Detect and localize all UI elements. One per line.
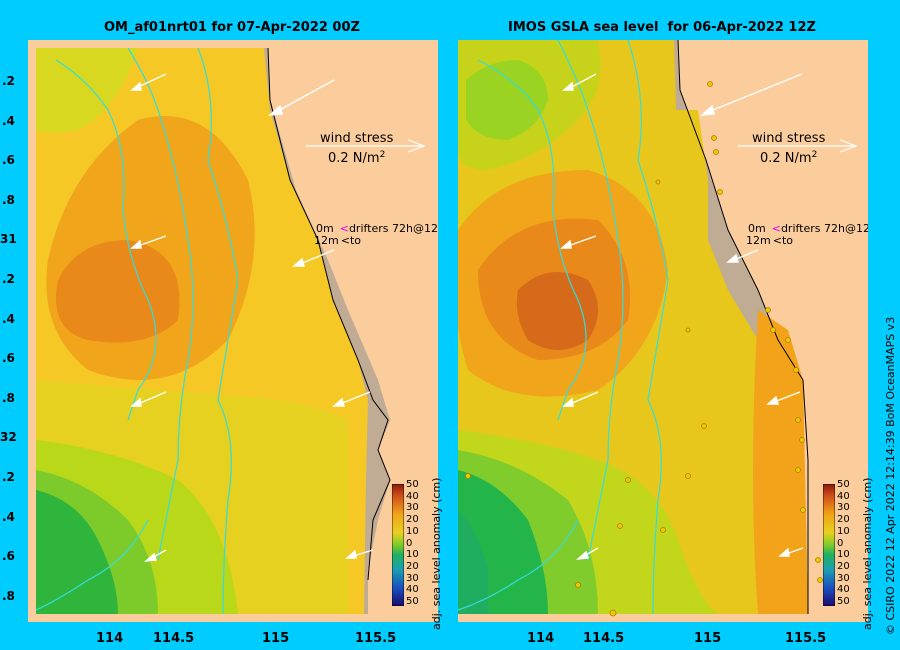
longitude-label: 115 <box>694 631 722 646</box>
latitude-label: .8 <box>2 390 15 405</box>
colorbar-tick-label: 0 <box>406 537 413 549</box>
longitude-label: 115.5 <box>785 631 827 646</box>
drifters-legend-right-line1: 0m <drifters 72h@12h <box>748 222 868 235</box>
left-colorbar <box>392 484 404 606</box>
colorbar-tick-label: 10 <box>406 525 419 537</box>
right-colorbar-title: adj. sea level anomaly (cm) <box>861 477 874 630</box>
left-map: wind stress 0.2 N/m2 0m <drifters 72h@12h… <box>28 40 438 622</box>
wind-stress-label-left: wind stress <box>320 131 394 146</box>
drifters-legend-right-line2: 12m <to <box>746 234 793 247</box>
right-map-svg: wind stress 0.2 N/m2 0m <drifters 72h@12h… <box>458 40 868 622</box>
longitude-label: 114 <box>527 631 555 646</box>
longitude-label: 114.5 <box>583 631 625 646</box>
colorbar-tick-label: 30 <box>837 572 850 584</box>
colorbar-tick-label: 50 <box>837 479 850 490</box>
left-map-svg: wind stress 0.2 N/m2 0m <drifters 72h@12h… <box>28 40 438 622</box>
longitude-label: 115 <box>262 631 290 646</box>
latitude-label: .2 <box>2 272 15 286</box>
colorbar-tick-label: 20 <box>837 514 850 526</box>
colorbar-tick-label: 30 <box>406 572 419 584</box>
longitude-label: 115.5 <box>355 631 397 646</box>
wind-stress-value-left: 0.2 N/m2 <box>328 150 385 166</box>
latitude-label: .8 <box>2 588 15 603</box>
latitude-label: .2 <box>2 470 15 484</box>
colorbar-tick-label: 30 <box>406 502 419 514</box>
colorbar-tick-label: 40 <box>837 490 850 502</box>
latitude-label: 32 <box>0 430 17 445</box>
colorbar-tick-label: 50 <box>406 596 419 607</box>
drifters-legend-left-line2: 12m <to <box>314 234 361 247</box>
colorbar-tick-label: 0 <box>837 537 844 549</box>
colorbar-tick-label: 50 <box>837 596 850 607</box>
colorbar-tick-label: 20 <box>406 560 419 572</box>
latitude-label: .4 <box>2 311 15 326</box>
drifters-legend-left-line1: 0m <drifters 72h@12h <box>316 222 438 235</box>
wind-stress-label-right: wind stress <box>752 131 826 146</box>
latitude-label: .8 <box>2 192 15 207</box>
latitude-label: .2 <box>2 74 15 88</box>
wind-stress-value-right: 0.2 N/m2 <box>760 150 817 166</box>
colorbar-tick-label: 40 <box>406 490 419 502</box>
latitude-label: .6 <box>2 549 15 564</box>
longitude-label: 114.5 <box>153 631 195 646</box>
colorbar-tick-label: 50 <box>406 479 419 490</box>
colorbar-tick-label: 10 <box>837 549 850 561</box>
colorbar-tick-label: 10 <box>837 525 850 537</box>
right-colorbar <box>823 484 835 606</box>
colorbar-tick-label: 20 <box>406 514 419 526</box>
colorbar-tick-label: 10 <box>406 549 419 561</box>
latitude-label: .6 <box>2 351 15 366</box>
latitude-label: .4 <box>2 509 15 524</box>
right-map: wind stress 0.2 N/m2 0m <drifters 72h@12h… <box>458 40 868 622</box>
colorbar-tick-label: 20 <box>837 560 850 572</box>
colorbar-tick-label: 40 <box>406 584 419 596</box>
colorbar-tick-label: 40 <box>837 584 850 596</box>
colorbar-tick-label: 30 <box>837 502 850 514</box>
copyright-text: © CSIRO 2022 12 Apr 2022 12:14:39 BoM Oc… <box>884 316 897 635</box>
right-panel-title: IMOS GSLA sea level for 06-Apr-2022 12Z <box>508 20 816 35</box>
longitude-label: 114 <box>96 631 124 646</box>
left-panel-title: OM_af01nrt01 for 07-Apr-2022 00Z <box>104 20 360 35</box>
latitude-label: .4 <box>2 113 15 128</box>
latitude-label: 31 <box>0 232 17 247</box>
left-colorbar-title: adj. sea level anomaly (cm) <box>430 477 443 630</box>
latitude-label: .6 <box>2 153 15 168</box>
